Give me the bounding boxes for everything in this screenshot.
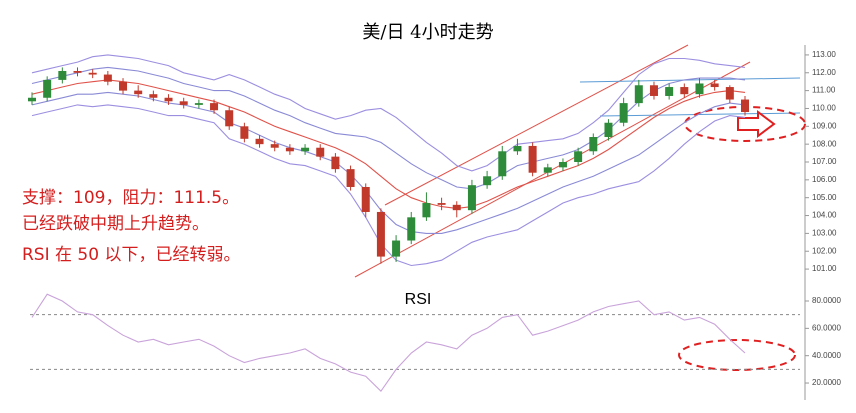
y-tick-label: 111.00 — [812, 86, 836, 95]
resistance-line — [579, 77, 801, 83]
annotation: RSI 在 50 以下，已经转弱。 — [22, 245, 240, 265]
candle-body — [240, 126, 249, 139]
candle-body — [88, 72, 97, 75]
y-tick-label: 102.00 — [812, 246, 837, 255]
y-tick-label: 80.0000 — [812, 296, 841, 305]
band-line — [31, 54, 746, 172]
candle-body — [164, 97, 173, 102]
y-tick-label: 103.00 — [812, 228, 837, 237]
candle-body — [710, 83, 719, 88]
candle-body — [695, 83, 704, 95]
candle-body — [558, 162, 567, 168]
candle-body — [210, 103, 219, 111]
candle-body — [255, 138, 264, 145]
band-line — [31, 79, 746, 209]
candle-body — [58, 70, 67, 80]
y-tick-label: 101.00 — [812, 264, 837, 273]
candle-body — [452, 204, 461, 211]
candle-body — [103, 74, 112, 82]
candle-body — [528, 145, 537, 173]
candle-body — [43, 79, 52, 98]
candle-body — [634, 85, 643, 104]
candle-body — [422, 203, 431, 218]
candle-body — [498, 151, 507, 177]
y-tick-label: 113.00 — [812, 50, 836, 59]
y-tick-label: 107.00 — [812, 157, 837, 166]
arrow — [737, 110, 776, 138]
candle-body — [604, 122, 613, 138]
candle-body — [285, 147, 294, 152]
y-tick-label: 60.0000 — [812, 323, 841, 332]
y-tick-label: 109.00 — [812, 121, 837, 130]
y-tick-label: 104.00 — [812, 211, 837, 220]
candle-body — [680, 87, 689, 95]
annotation: 支撑：109，阻力：111.5。 — [22, 188, 239, 208]
channel-lower — [354, 61, 751, 278]
candle-body — [119, 81, 128, 91]
candle-body — [149, 94, 158, 98]
y-tick-label: 112.00 — [812, 68, 836, 77]
candle-body — [194, 103, 203, 105]
candle-body — [28, 97, 36, 102]
candle-body — [361, 186, 370, 212]
candle-body — [543, 167, 552, 173]
candle-body — [665, 87, 674, 96]
candle-body — [301, 147, 310, 152]
candle-body — [513, 145, 522, 152]
y-tick-label: 110.00 — [812, 104, 836, 113]
candle-body — [574, 151, 583, 162]
channel-upper — [384, 44, 689, 206]
candle-body — [376, 211, 385, 257]
highlight-ellipse — [678, 339, 796, 371]
candle-body — [589, 137, 598, 152]
band-line — [31, 91, 746, 234]
candle-body — [741, 99, 749, 113]
candle-body — [270, 144, 279, 148]
y-tick-label: 105.00 — [812, 193, 837, 202]
candle-body — [346, 169, 355, 187]
candle-body — [407, 217, 416, 241]
band-line — [31, 104, 746, 267]
candle-body — [725, 87, 734, 100]
annotation: 已经跌破中期上升趋势。 — [22, 214, 209, 234]
support-line — [599, 112, 801, 117]
rsi-title: RSI — [405, 291, 432, 308]
y-tick-label: 106.00 — [812, 175, 837, 184]
candle-body — [179, 101, 188, 105]
candle-body — [467, 185, 476, 211]
candle-body — [73, 70, 82, 73]
candle-body — [134, 90, 143, 95]
chart-title: 美/日 4小时走势 — [362, 22, 493, 43]
candle-body — [649, 85, 658, 96]
candle-body — [225, 110, 234, 127]
rsi-line — [31, 293, 746, 393]
y-tick-label: 108.00 — [812, 139, 837, 148]
candle-body — [331, 156, 340, 170]
y-tick-label: 20.0000 — [812, 378, 841, 387]
candle-body — [316, 147, 325, 157]
candle-body — [392, 240, 401, 257]
candle-body — [619, 103, 628, 123]
candle-body — [437, 203, 446, 205]
candle-body — [483, 176, 492, 186]
y-tick-label: 40.0000 — [812, 351, 841, 360]
